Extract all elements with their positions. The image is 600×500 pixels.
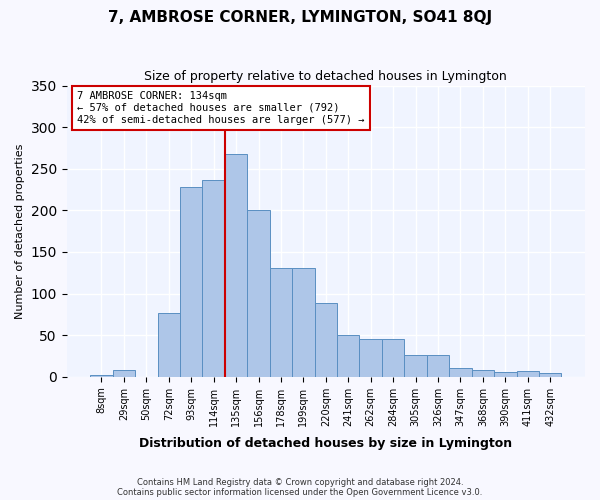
Bar <box>90 375 113 377</box>
Y-axis label: Number of detached properties: Number of detached properties <box>15 144 25 319</box>
Bar <box>382 338 404 377</box>
Bar <box>404 355 427 377</box>
Text: Contains HM Land Registry data © Crown copyright and database right 2024.
Contai: Contains HM Land Registry data © Crown c… <box>118 478 482 497</box>
Bar <box>113 370 135 377</box>
Bar <box>427 355 449 377</box>
Bar <box>158 312 180 377</box>
X-axis label: Distribution of detached houses by size in Lymington: Distribution of detached houses by size … <box>139 437 512 450</box>
Text: 7 AMBROSE CORNER: 134sqm
← 57% of detached houses are smaller (792)
42% of semi-: 7 AMBROSE CORNER: 134sqm ← 57% of detach… <box>77 92 365 124</box>
Bar <box>225 154 247 377</box>
Bar <box>494 372 517 377</box>
Bar <box>539 374 562 377</box>
Bar <box>472 370 494 377</box>
Bar <box>180 187 202 377</box>
Text: 7, AMBROSE CORNER, LYMINGTON, SO41 8QJ: 7, AMBROSE CORNER, LYMINGTON, SO41 8QJ <box>108 10 492 25</box>
Bar <box>270 268 292 377</box>
Bar <box>449 368 472 377</box>
Bar <box>202 180 225 377</box>
Title: Size of property relative to detached houses in Lymington: Size of property relative to detached ho… <box>145 70 507 83</box>
Bar <box>247 210 270 377</box>
Bar <box>517 371 539 377</box>
Bar <box>359 338 382 377</box>
Bar <box>337 335 359 377</box>
Bar <box>314 302 337 377</box>
Bar <box>292 268 314 377</box>
